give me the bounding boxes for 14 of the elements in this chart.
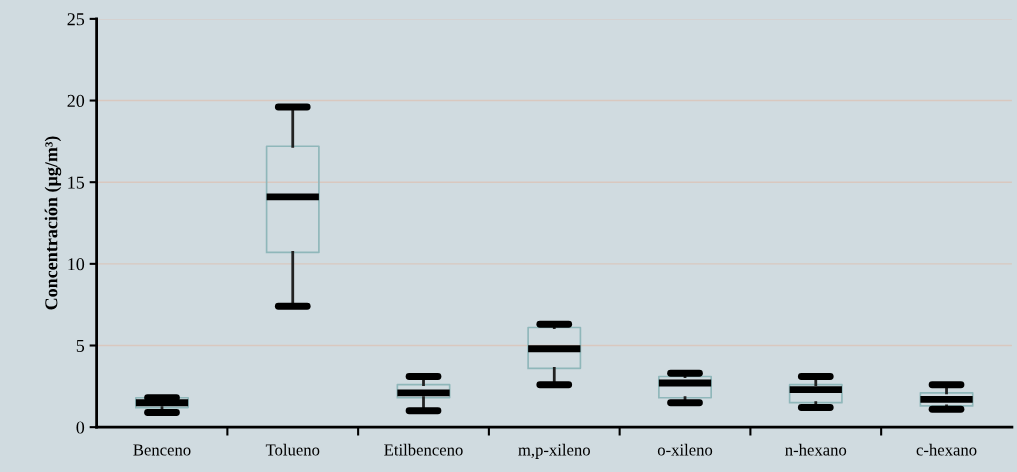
- x-tick-label: o-xileno: [657, 443, 713, 456]
- x-tick-label: Benceno: [133, 444, 191, 456]
- y-axis-title: Concentración (µg/m³): [44, 136, 62, 310]
- x-tick-label: c-hexano: [916, 443, 977, 456]
- y-tick-label: 25: [67, 13, 85, 26]
- x-tick-label: n-hexano: [785, 443, 847, 456]
- y-tick-label: 15: [68, 176, 85, 189]
- x-tick-label: m,p-xileno: [518, 443, 590, 459]
- y-tick-label: 5: [76, 339, 85, 352]
- y-tick-label: 20: [67, 94, 85, 107]
- x-tick-label: Tolueno: [265, 443, 320, 456]
- y-tick-label: 10: [68, 258, 85, 271]
- y-tick-label: 0: [76, 421, 85, 434]
- x-tick-label: Etilbenceno: [384, 443, 463, 456]
